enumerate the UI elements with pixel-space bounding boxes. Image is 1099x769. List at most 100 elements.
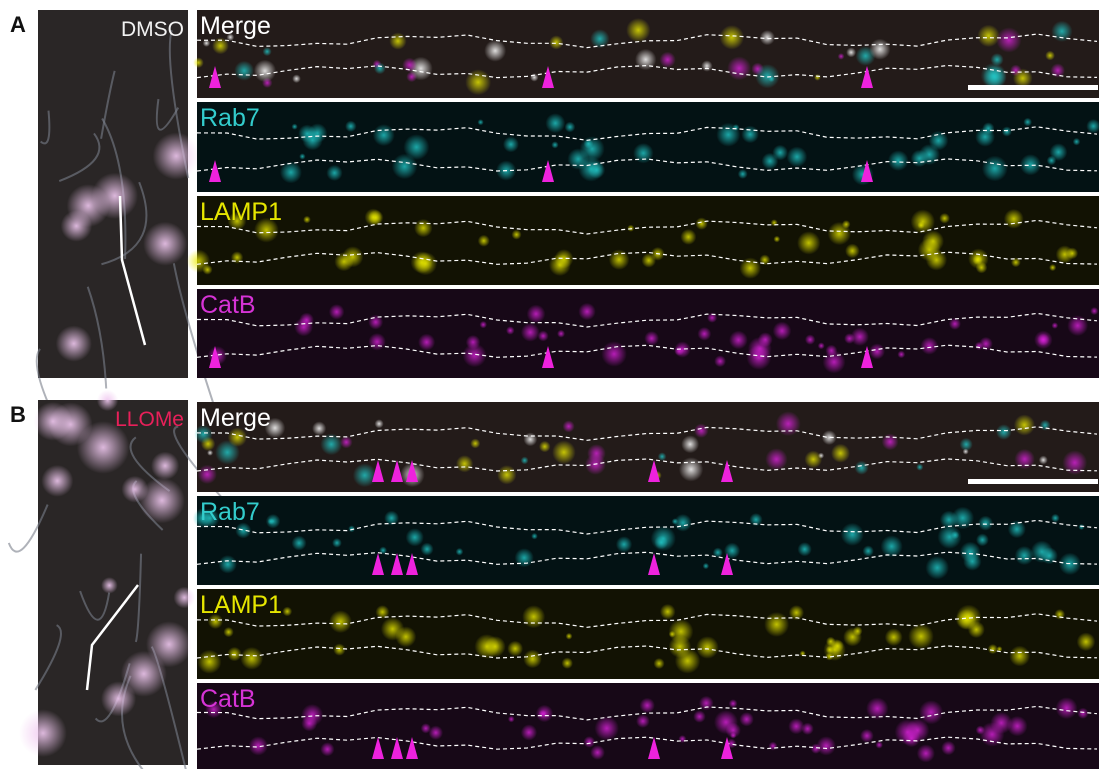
puncta (939, 213, 950, 224)
puncta (654, 658, 665, 669)
puncta (406, 528, 424, 546)
puncta (963, 552, 981, 570)
puncta (207, 450, 213, 456)
puncta (299, 313, 314, 328)
puncta (565, 122, 576, 133)
puncta (845, 244, 860, 259)
puncta (991, 53, 1004, 66)
puncta (353, 463, 377, 487)
puncta (320, 742, 334, 756)
puncta (916, 464, 923, 471)
puncta (414, 252, 437, 275)
puncta (478, 235, 490, 247)
scale-bar (968, 479, 1098, 484)
puncta (696, 636, 719, 659)
puncta (552, 441, 576, 465)
puncta (254, 60, 276, 82)
puncta (523, 432, 537, 446)
puncta (609, 249, 630, 270)
puncta (846, 47, 856, 57)
puncta (764, 612, 789, 637)
puncta (675, 648, 701, 674)
puncta (674, 346, 684, 356)
puncta (714, 710, 738, 734)
puncta (1077, 632, 1096, 651)
puncta (697, 327, 711, 341)
figure: ADMSOMergeRab7LAMP1CatBBLLOMeMergeRab7LA… (0, 0, 1099, 769)
puncta (787, 147, 808, 168)
puncta (392, 154, 417, 179)
puncta (539, 441, 551, 453)
puncta (694, 423, 708, 437)
puncta (521, 323, 540, 342)
channel-label: LAMP1 (200, 198, 282, 226)
scale-bar (968, 85, 1098, 90)
puncta (1015, 546, 1034, 565)
puncta (480, 321, 487, 328)
puncta (1023, 118, 1032, 127)
puncta (557, 330, 565, 338)
puncta (193, 57, 204, 68)
puncta (551, 141, 558, 148)
puncta (1034, 331, 1052, 349)
puncta (674, 514, 692, 532)
channel-label: LAMP1 (200, 591, 282, 619)
puncta (418, 334, 435, 351)
puncta (888, 150, 909, 171)
puncta (595, 716, 619, 740)
puncta (523, 650, 542, 669)
puncta (375, 419, 384, 428)
puncta (292, 536, 307, 551)
puncta (562, 657, 573, 668)
puncta (421, 723, 431, 733)
puncta (1056, 697, 1078, 719)
puncta (227, 647, 241, 661)
puncta (973, 255, 983, 265)
puncta (903, 729, 921, 747)
puncta (1051, 514, 1060, 523)
puncta (739, 712, 753, 726)
puncta (869, 39, 890, 60)
puncta (644, 331, 659, 346)
puncta (681, 435, 699, 453)
puncta (720, 25, 744, 49)
puncta (823, 351, 846, 374)
puncta (368, 333, 386, 351)
puncta (917, 744, 935, 762)
puncta (478, 119, 484, 125)
puncta (797, 231, 820, 254)
puncta (456, 548, 464, 556)
puncta (885, 628, 903, 646)
puncta (695, 217, 707, 229)
puncta (601, 341, 627, 367)
puncta (729, 699, 738, 708)
channel-label: Merge (200, 404, 271, 432)
page: ADMSOMergeRab7LAMP1CatBBLLOMeMergeRab7LA… (0, 0, 1099, 769)
puncta (881, 535, 903, 557)
puncta (918, 238, 941, 261)
puncta (882, 433, 899, 450)
puncta (693, 710, 705, 722)
cell-signal (92, 173, 138, 219)
puncta (765, 448, 787, 470)
puncta (616, 536, 632, 552)
puncta (197, 650, 221, 674)
puncta (301, 715, 317, 731)
puncta (769, 742, 778, 751)
channel-image (197, 589, 1099, 679)
puncta (545, 113, 565, 133)
puncta (202, 265, 212, 275)
puncta (348, 525, 355, 532)
puncta (395, 626, 416, 647)
puncta (838, 53, 845, 60)
puncta (1052, 322, 1059, 329)
puncta (1066, 247, 1078, 259)
puncta (299, 153, 305, 159)
puncta (635, 49, 656, 70)
puncta (988, 644, 998, 654)
puncta (996, 424, 1012, 440)
condition-label: DMSO (121, 18, 184, 41)
puncta (373, 124, 395, 146)
puncta (470, 439, 480, 449)
puncta (421, 543, 434, 556)
